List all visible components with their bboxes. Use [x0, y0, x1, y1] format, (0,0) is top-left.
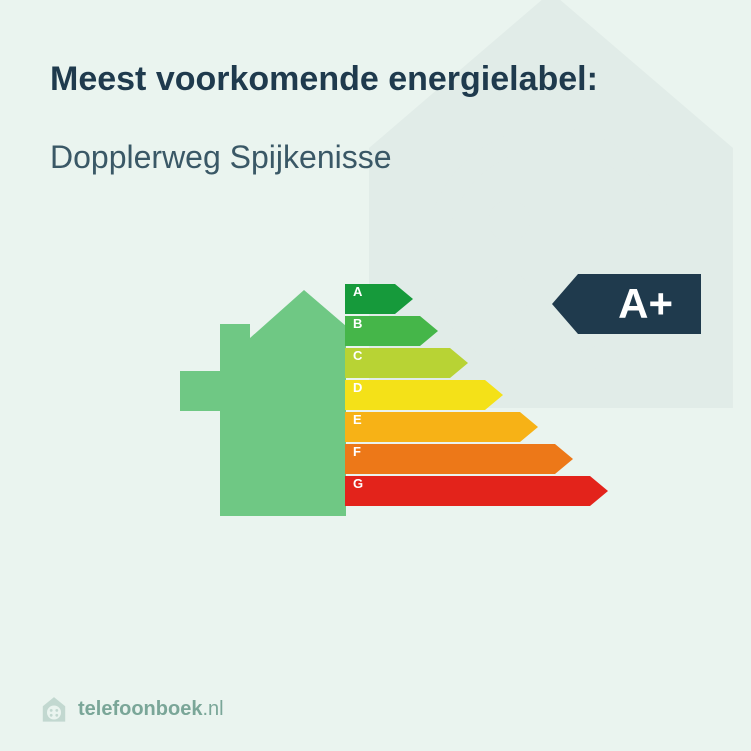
energy-bar-d: D	[345, 380, 608, 410]
bar-label: B	[353, 316, 362, 331]
energy-bar-e: E	[345, 412, 608, 442]
bar-label: D	[353, 380, 362, 395]
energy-label-chart: A B C D E F G A+	[50, 256, 701, 536]
brand-name-bold: telefoonboek	[78, 698, 202, 720]
energy-bar-c: C	[345, 348, 608, 378]
rating-value: A+	[618, 280, 673, 328]
brand-icon	[40, 695, 68, 723]
bar-label: G	[353, 476, 363, 491]
page-title: Meest voorkomende energielabel:	[50, 60, 701, 99]
bar-label: A	[353, 284, 362, 299]
bar-label: E	[353, 412, 362, 427]
bar-label: C	[353, 348, 362, 363]
bar-label: F	[353, 444, 361, 459]
rating-badge: A+	[578, 274, 701, 334]
brand-text: telefoonboek.nl	[78, 698, 224, 721]
energy-bar-f: F	[345, 444, 608, 474]
footer-brand: telefoonboek.nl	[40, 695, 224, 723]
brand-name-light: .nl	[202, 698, 223, 720]
page-subtitle: Dopplerweg Spijkenisse	[50, 139, 701, 176]
energy-bar-g: G	[345, 476, 608, 506]
